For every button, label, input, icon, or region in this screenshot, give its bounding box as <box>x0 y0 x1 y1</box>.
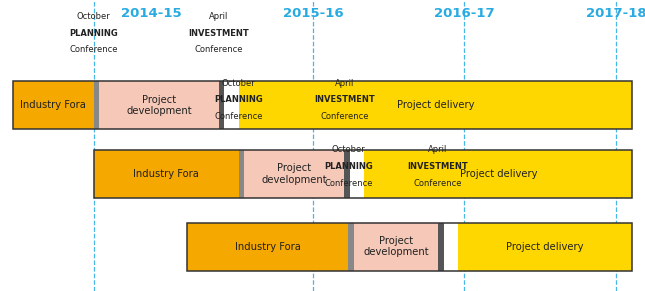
Text: April: April <box>209 12 228 21</box>
Text: Industry Fora: Industry Fora <box>20 100 86 111</box>
Bar <box>354 223 438 271</box>
Text: Conference: Conference <box>214 112 263 121</box>
Text: Project delivery: Project delivery <box>506 242 584 252</box>
Text: INVESTMENT: INVESTMENT <box>314 95 375 104</box>
Text: Industry Fora: Industry Fora <box>235 242 301 252</box>
Text: Project
development: Project development <box>262 163 327 185</box>
Bar <box>438 223 444 271</box>
Bar <box>239 150 244 198</box>
Text: Conference: Conference <box>69 45 118 54</box>
Text: Project delivery: Project delivery <box>459 169 537 179</box>
Text: October: October <box>77 12 110 21</box>
Bar <box>364 150 632 198</box>
Text: Conference: Conference <box>320 112 369 121</box>
Bar <box>13 81 632 129</box>
Text: October: October <box>222 79 255 88</box>
Bar <box>219 81 224 129</box>
Bar <box>94 81 99 129</box>
Text: Conference: Conference <box>194 45 243 54</box>
Text: April: April <box>335 79 354 88</box>
Bar <box>187 223 348 271</box>
Bar <box>13 81 94 129</box>
Bar <box>344 150 350 198</box>
Text: October: October <box>332 146 365 155</box>
Text: Project delivery: Project delivery <box>397 100 474 111</box>
Text: 2016-17: 2016-17 <box>434 7 495 20</box>
Bar <box>244 150 344 198</box>
Text: PLANNING: PLANNING <box>214 95 263 104</box>
Bar <box>458 223 632 271</box>
Text: Conference: Conference <box>413 179 462 188</box>
Bar <box>239 81 632 129</box>
Bar <box>350 150 364 198</box>
Text: PLANNING: PLANNING <box>69 29 118 38</box>
Text: 2015-16: 2015-16 <box>283 7 343 20</box>
Text: Conference: Conference <box>324 179 373 188</box>
Bar <box>348 223 354 271</box>
Bar <box>444 223 458 271</box>
Text: Project
development: Project development <box>126 95 192 116</box>
Bar <box>94 150 239 198</box>
Text: PLANNING: PLANNING <box>324 162 373 171</box>
Text: INVESTMENT: INVESTMENT <box>408 162 468 171</box>
Text: INVESTMENT: INVESTMENT <box>188 29 249 38</box>
Text: 2017-18: 2017-18 <box>586 7 645 20</box>
Text: April: April <box>428 146 448 155</box>
Bar <box>94 150 632 198</box>
Bar <box>224 81 239 129</box>
Bar <box>99 81 219 129</box>
Bar <box>187 223 632 271</box>
Text: 2014-15: 2014-15 <box>121 7 182 20</box>
Text: Industry Fora: Industry Fora <box>133 169 199 179</box>
Text: Project
development: Project development <box>363 236 429 258</box>
